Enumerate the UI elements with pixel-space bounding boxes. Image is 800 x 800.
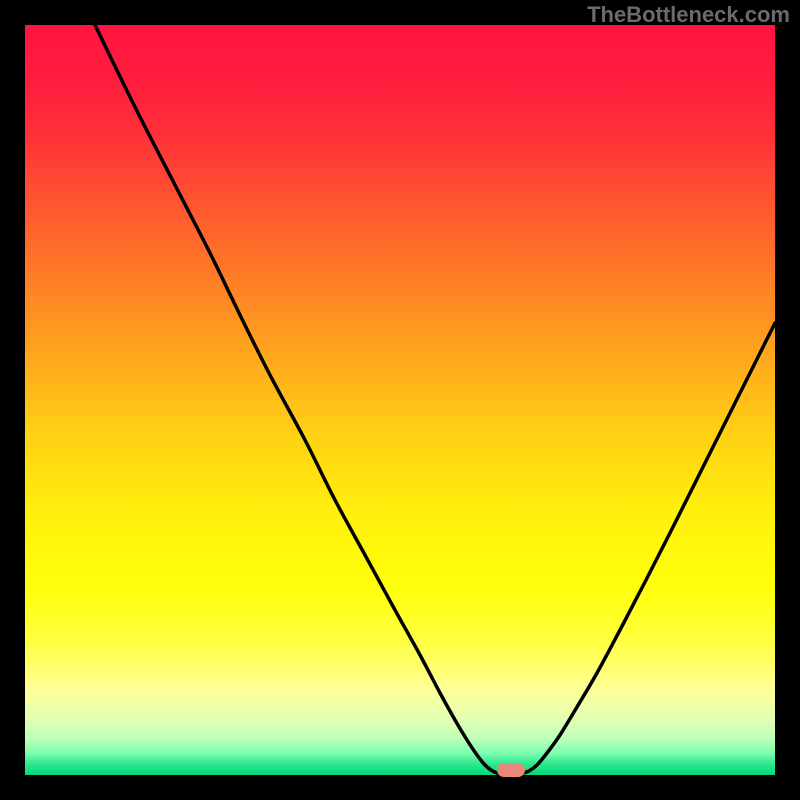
bottleneck-curve <box>25 25 775 775</box>
chart-container: TheBottleneck.com <box>0 0 800 800</box>
plot-area <box>25 25 775 775</box>
watermark-text: TheBottleneck.com <box>587 2 790 28</box>
optimal-point-marker <box>497 763 525 777</box>
